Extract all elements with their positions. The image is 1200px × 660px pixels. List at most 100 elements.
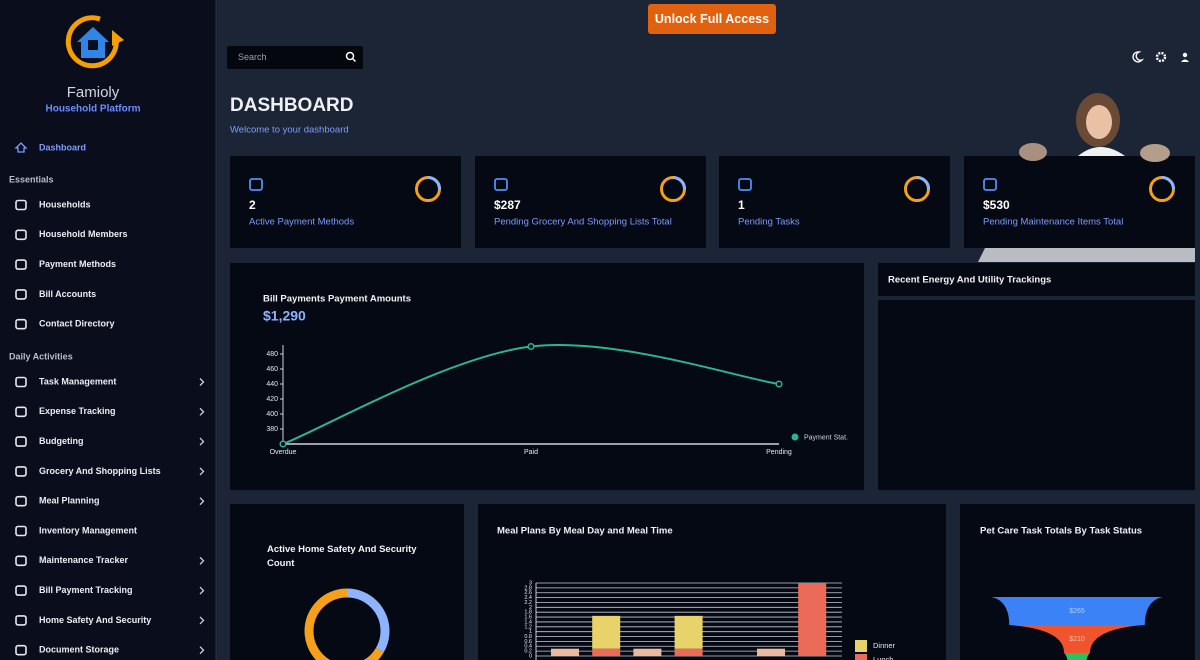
nav-item[interactable]: Budgeting bbox=[15, 436, 205, 447]
y-tick-label: 2.4 bbox=[524, 595, 532, 601]
brand-tagline: Household Platform bbox=[45, 104, 140, 115]
hero-photo bbox=[978, 93, 1195, 262]
chart-title: Pet Care Task Totals By Task Status bbox=[980, 526, 1142, 537]
card-bg bbox=[964, 156, 1195, 248]
value-label: $210 bbox=[1069, 636, 1085, 643]
nav-icon bbox=[15, 644, 27, 656]
x-tick-label: Paid bbox=[524, 449, 538, 456]
photo-shirt bbox=[1078, 147, 1125, 156]
nav-icon bbox=[15, 229, 27, 241]
profile-head bbox=[1182, 52, 1188, 58]
card-ring-accent bbox=[1161, 176, 1175, 190]
line-point bbox=[527, 342, 535, 351]
nav-item[interactable]: Home Safety And Security bbox=[15, 615, 205, 626]
stat-label: Pending Tasks bbox=[738, 217, 800, 228]
y-tick-label: 460 bbox=[266, 366, 278, 373]
nav-label: Expense Tracking bbox=[39, 406, 116, 416]
nav-item[interactable]: Households bbox=[15, 199, 91, 211]
nav-icon bbox=[15, 585, 27, 596]
nav-item[interactable]: Contact Directory bbox=[15, 319, 115, 330]
nav-icon bbox=[15, 555, 27, 567]
chart-subtitle: $1,290 bbox=[263, 308, 306, 324]
nav-item[interactable]: Household Members bbox=[15, 229, 128, 241]
line-point bbox=[775, 380, 783, 388]
photo-bottom bbox=[978, 248, 1195, 262]
nav-item[interactable]: Task Management bbox=[15, 376, 205, 388]
nav-item[interactable]: Document Storage bbox=[15, 644, 205, 656]
panel bbox=[230, 504, 464, 660]
chevron bbox=[199, 407, 205, 416]
y-tick-label: 440 bbox=[266, 381, 278, 388]
donut-segment bbox=[304, 588, 390, 660]
nav-label: Households bbox=[39, 199, 91, 209]
nav-label: Household Members bbox=[39, 229, 128, 239]
nav-label: Maintenance Tracker bbox=[39, 555, 129, 565]
nav-item[interactable]: Bill Accounts bbox=[15, 289, 96, 300]
chart-title: Meal Plans By Meal Day and Meal Time bbox=[497, 526, 673, 537]
value-label: $265 bbox=[1069, 608, 1085, 615]
settings-button[interactable] bbox=[1155, 51, 1167, 63]
nav-icon bbox=[15, 259, 27, 270]
panel bbox=[230, 263, 864, 490]
y-tick-label: 400 bbox=[266, 411, 278, 418]
stat-label: Pending Maintenance Items Total bbox=[983, 217, 1123, 228]
y-tick-label: 2.8 bbox=[524, 585, 532, 591]
nav-item[interactable]: Inventory Management bbox=[15, 525, 137, 537]
photo-face bbox=[1086, 105, 1112, 139]
stat-card: 1 Pending Tasks bbox=[719, 156, 950, 248]
theme-toggle[interactable] bbox=[1132, 51, 1145, 63]
nav-label: Budgeting bbox=[39, 436, 84, 446]
bar-segment bbox=[592, 615, 621, 649]
brand-name: Famioly bbox=[67, 84, 120, 101]
nav-item[interactable]: Expense Tracking bbox=[15, 406, 205, 418]
chevron bbox=[199, 497, 205, 506]
stat-value: $287 bbox=[494, 198, 521, 212]
y-tick-label: 0.4 bbox=[524, 644, 532, 650]
legend-marker bbox=[855, 654, 867, 660]
bar-segment bbox=[592, 648, 621, 656]
page-title: DASHBOARD bbox=[230, 95, 354, 116]
nav-label: Payment Methods bbox=[39, 259, 116, 269]
nav-label: Bill Accounts bbox=[39, 289, 96, 299]
card-icon bbox=[738, 178, 752, 191]
nav-icon bbox=[15, 615, 27, 626]
chevron bbox=[199, 378, 205, 386]
funnel-segment bbox=[991, 597, 1163, 625]
chevron bbox=[199, 616, 205, 625]
stat-value: 1 bbox=[738, 198, 745, 212]
nav-icon bbox=[14, 142, 28, 153]
x-tick-label: Overdue bbox=[270, 449, 297, 456]
bar-segment bbox=[674, 648, 703, 656]
funnel-segment bbox=[1009, 625, 1145, 653]
y-tick-label: 2 bbox=[529, 605, 532, 611]
nav-item[interactable]: Bill Payment Tracking bbox=[15, 585, 205, 596]
nav-item-active[interactable]: Dashboard bbox=[14, 142, 86, 153]
nav-label: Dashboard bbox=[39, 142, 86, 152]
y-tick-label: 480 bbox=[266, 351, 278, 358]
chart-title: Bill Payments Payment Amounts bbox=[263, 294, 411, 305]
nav-item[interactable]: Meal Planning bbox=[15, 496, 205, 507]
card-ring-accent bbox=[916, 176, 930, 190]
legend-label: Payment Stat. bbox=[804, 434, 848, 441]
search-box[interactable]: Search bbox=[227, 46, 363, 69]
x-tick-label: Pending bbox=[766, 449, 792, 456]
card-bg bbox=[719, 156, 950, 248]
y-tick-label: 1.4 bbox=[524, 619, 532, 625]
nav-item[interactable]: Grocery And Shopping Lists bbox=[15, 466, 205, 477]
nav-icon bbox=[15, 436, 27, 447]
panel-title: Recent Energy And Utility Trackings bbox=[888, 275, 1051, 286]
y-tick-label: 1.2 bbox=[524, 624, 532, 630]
nav-label: Task Management bbox=[39, 376, 116, 386]
nav-item[interactable]: Maintenance Tracker bbox=[15, 555, 205, 567]
nav-section-title: Daily Activities bbox=[9, 351, 73, 361]
y-tick-label: 1.8 bbox=[524, 610, 532, 616]
nav-icon bbox=[15, 199, 27, 211]
page-subtitle: Welcome to your dashboard bbox=[230, 125, 349, 136]
legend-label: Lunch bbox=[873, 655, 893, 660]
stat-value: $530 bbox=[983, 198, 1010, 212]
nav-item[interactable]: Payment Methods bbox=[15, 259, 116, 270]
unlock-button[interactable]: Unlock Full Access bbox=[648, 4, 776, 34]
nav-icon bbox=[15, 466, 27, 477]
profile-button[interactable] bbox=[1181, 52, 1189, 62]
